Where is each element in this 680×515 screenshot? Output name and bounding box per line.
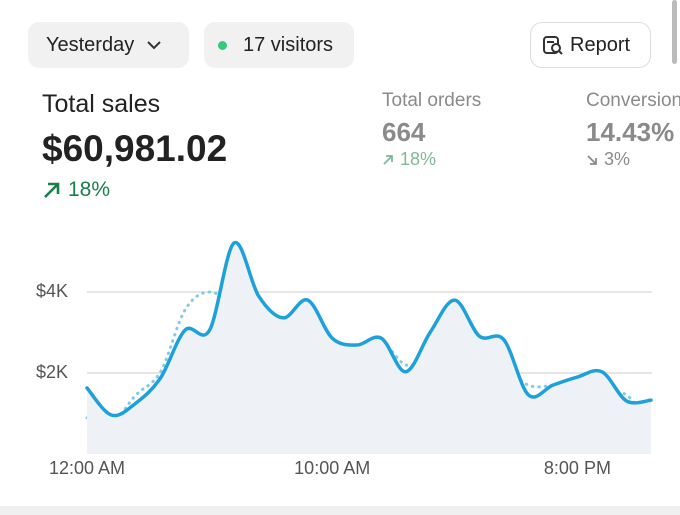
report-button[interactable]: Report [530,22,651,68]
chevron-icon [147,41,161,50]
scrollbar [672,0,677,64]
metric-value: $60,981.02 [42,128,228,169]
x-tick-label: 8:00 PM [544,458,611,478]
bottom-bar [0,506,680,515]
metric-change: 18% [382,149,436,170]
metric-label: Total sales [42,90,161,118]
visitors-pill[interactable]: 17 visitors [204,22,354,68]
metric-clip: Conversion 14.43% 3% [586,90,680,170]
up-arrow [383,154,393,165]
area [87,242,651,454]
date-filter[interactable]: Yesterday [28,22,189,68]
report-icon [543,36,563,55]
up-arrow [44,182,60,198]
metric-value: 664 [382,117,426,147]
y-tick-label: $2K [36,362,68,382]
x-tick-label: 12:00 AM [49,458,125,478]
metric-change-text: 3% [604,149,631,169]
metric-change-text: 18% [68,178,111,201]
metric-value: 14.43% [586,117,675,147]
live-dot [218,40,227,50]
x-tick-label: 10:00 AM [294,458,370,478]
line [85,241,653,418]
visitors-label: 17 visitors [243,33,334,56]
y-tick-label: $4K [36,281,68,301]
metric-change-text: 18% [400,149,437,169]
metric-label: Conversion [586,90,680,111]
date-filter-label: Yesterday [46,33,135,56]
report-label: Report [570,33,631,56]
down-arrow [587,154,597,165]
metric-change: 3% [586,149,680,170]
metric-change: 18% [42,178,110,202]
metric-label: Total orders [382,90,482,111]
